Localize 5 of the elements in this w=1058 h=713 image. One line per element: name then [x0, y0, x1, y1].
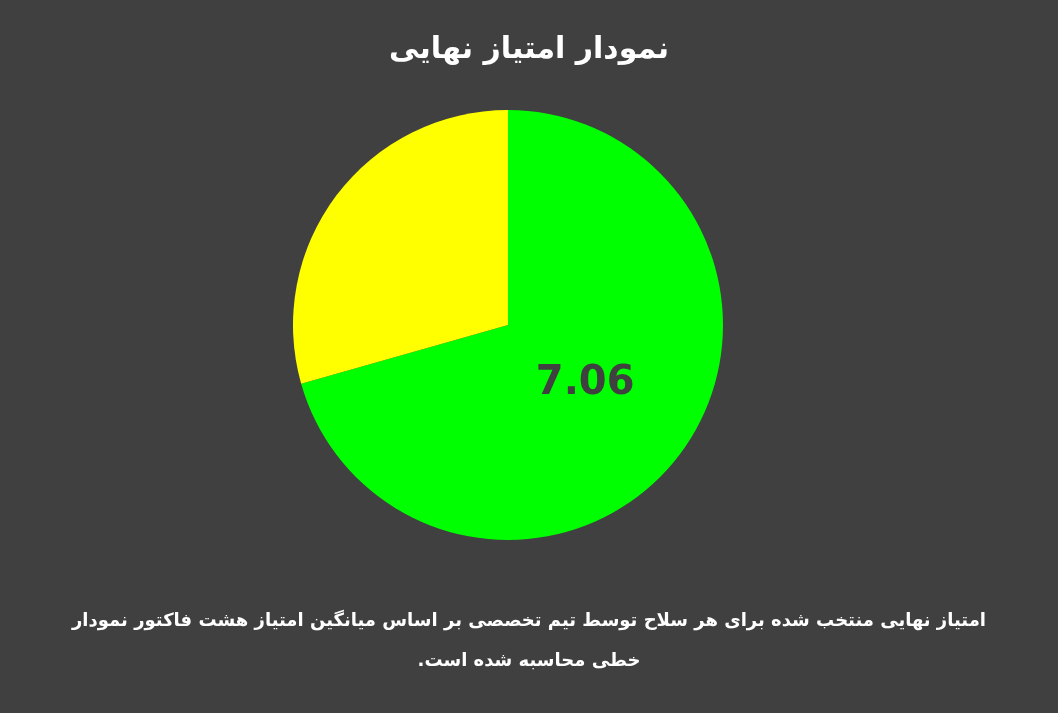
- text: امتیاز نهایی منتخب شده برای هر سلاح توسط تیم تخصصی بر اساس میانگین امتیاز هشت فاکتور نمودار خطی محاسبه شده است.: [70, 608, 987, 672]
- data-label: 7.06: [535, 357, 635, 404]
- pie-slice: [301, 110, 723, 540]
- chart-title: نمودار امتیاز نهایی: [388, 30, 670, 65]
- pie-slice: [293, 110, 508, 384]
